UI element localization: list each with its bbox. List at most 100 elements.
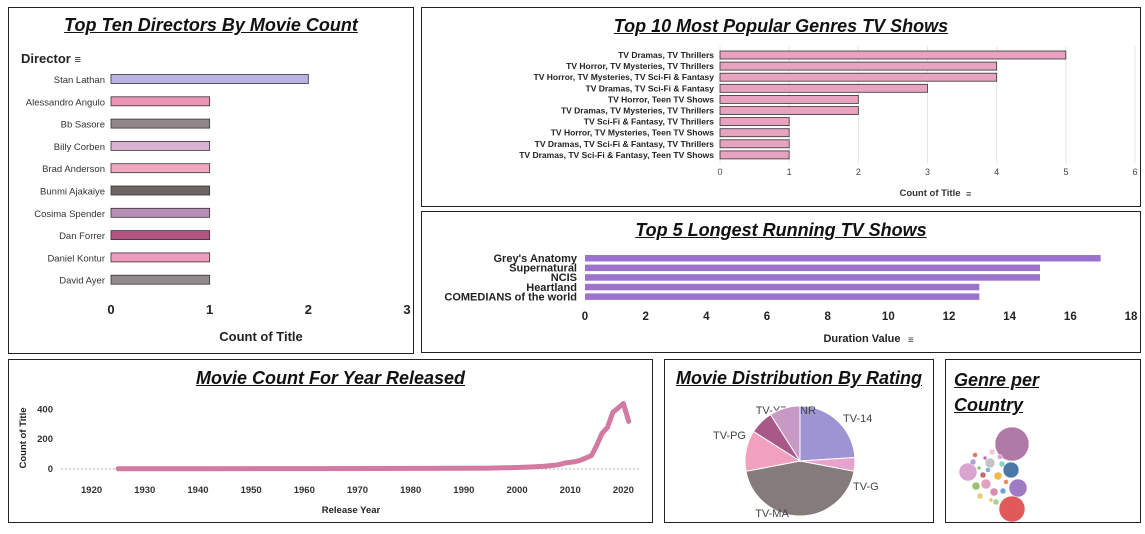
show-bar-supernatural bbox=[585, 264, 1040, 272]
show-bar-ncis bbox=[585, 274, 1040, 281]
pie-label-tv-ma: TV-MA bbox=[755, 508, 789, 520]
genre-bar-tv-dramas-tv-thrillers bbox=[719, 50, 1067, 60]
pie-slice-nr bbox=[769, 405, 801, 463]
genre-bar-tv-dramas-tv-sci-fi-fantasy-teen-tv-shows bbox=[719, 150, 790, 160]
show-bar-heartland bbox=[585, 283, 980, 291]
show-bar-grey-s-anatomy bbox=[585, 255, 1101, 262]
shows-x-tick-18: 18 bbox=[1125, 311, 1138, 323]
sort-icon[interactable]: ≡ bbox=[74, 54, 81, 66]
genre-bar-tv-horror-teen-tv-shows bbox=[719, 95, 859, 104]
director-label-alessandro-angulo: Alessandro Angulo bbox=[26, 97, 105, 108]
country-bubble-16 bbox=[976, 492, 984, 500]
director-label-billy-corben: Billy Corben bbox=[54, 142, 105, 153]
pie-label-tv-g: TV-G bbox=[853, 481, 879, 493]
years-x-tick-2000: 2000 bbox=[506, 485, 527, 496]
genre-bar-tv-dramas-tv-sci-fi-fantasy bbox=[719, 83, 928, 93]
director-label-stan-lathan: Stan Lathan bbox=[54, 75, 105, 86]
years-y-tick-0: 0 bbox=[48, 464, 53, 475]
shows-x-tick-6: 6 bbox=[764, 311, 770, 323]
directors-panel: Top Ten Directors By Movie Count Directo… bbox=[8, 7, 414, 354]
genre-label-tv-dramas-tv-mysteries-tv-thrillers: TV Dramas, TV Mysteries, TV Thrillers bbox=[561, 106, 714, 116]
country-bubble-10 bbox=[989, 487, 999, 497]
genres-sort-icon: ≡ bbox=[966, 189, 971, 199]
show-label-comedians-of-the-world: COMEDIANS of the world bbox=[444, 291, 577, 303]
years-x-tick-2010: 2010 bbox=[560, 485, 581, 496]
country-bubble-20 bbox=[997, 454, 1003, 460]
genre-bar-tv-dramas-tv-sci-fi-fantasy-tv-thrillers bbox=[719, 139, 790, 149]
genre-bar-tv-dramas-tv-mysteries-tv-thrillers bbox=[719, 106, 859, 115]
director-header: Director ≡ bbox=[21, 51, 81, 66]
genre-label-tv-dramas-tv-sci-fi-fantasy-teen-tv-shows: TV Dramas, TV Sci-Fi & Fantasy, Teen TV … bbox=[519, 150, 714, 160]
country-title: Genre per Country bbox=[954, 370, 1040, 415]
shows-x-axis-label: Duration Value bbox=[823, 333, 900, 345]
genre-bar-tv-horror-tv-mysteries-teen-tv-shows bbox=[719, 128, 790, 138]
directors-x-axis-label: Count of Title bbox=[219, 329, 303, 344]
directors-x-tick-3: 3 bbox=[403, 302, 410, 317]
years-x-tick-1980: 1980 bbox=[400, 485, 421, 496]
years-x-tick-1990: 1990 bbox=[453, 485, 474, 496]
director-bar-alessandro-angulo bbox=[110, 96, 211, 107]
country-bubble-15 bbox=[969, 458, 977, 466]
genre-bar-tv-horror-tv-mysteries-tv-sci-fi-fantasy bbox=[719, 72, 998, 82]
pie-slice-tv-ma bbox=[745, 460, 855, 517]
country-bubble-19 bbox=[985, 467, 991, 473]
country-bubble-14 bbox=[988, 448, 996, 456]
genres-x-tick-0: 0 bbox=[717, 167, 722, 177]
genres-title: Top 10 Most Popular Genres TV Shows bbox=[613, 16, 949, 36]
show-bar-comedians-of-the-world bbox=[585, 293, 980, 300]
shows-sort-icon: ≡ bbox=[908, 335, 914, 346]
pie-slice-tv-14 bbox=[799, 405, 856, 462]
years-panel: Movie Count For Year Released 0 200 400 192… bbox=[8, 359, 653, 523]
director-bar-brad-anderson bbox=[110, 163, 211, 174]
genre-label-tv-dramas-tv-sci-fi-fantasy-tv-thrillers: TV Dramas, TV Sci-Fi & Fantasy, TV Thril… bbox=[535, 139, 715, 149]
shows-x-tick-2: 2 bbox=[642, 311, 648, 323]
director-label-bb-sasore: Bb Sasore bbox=[61, 120, 105, 131]
show-label-heartland: Heartland bbox=[526, 282, 577, 294]
show-label-ncis: NCIS bbox=[551, 272, 577, 284]
years-y-axis-label: Count of Title bbox=[18, 407, 29, 468]
genre-label-tv-dramas-tv-thrillers: TV Dramas, TV Thrillers bbox=[618, 50, 714, 60]
genres-x-tick-4: 4 bbox=[994, 167, 999, 177]
years-title: Movie Count For Year Released bbox=[195, 368, 466, 388]
director-header-label: Director bbox=[21, 51, 71, 66]
shows-x-tick-0: 0 bbox=[582, 311, 588, 323]
country-bubble-7 bbox=[993, 471, 1003, 481]
directors-x-tick-2: 2 bbox=[305, 302, 312, 317]
genre-label-tv-horror-teen-tv-shows: TV Horror, Teen TV Shows bbox=[608, 94, 714, 104]
country-bubble-23 bbox=[988, 497, 994, 503]
genres-panel: Top 10 Most Popular Genres TV Shows 0 1 2 3… bbox=[421, 7, 1141, 207]
genres-x-tick-3: 3 bbox=[925, 167, 930, 177]
country-bubble-21 bbox=[972, 452, 978, 458]
years-x-tick-2020: 2020 bbox=[613, 485, 634, 496]
country-panel: Genre per Country bbox=[945, 359, 1141, 523]
genres-x-axis-label: Count of Title bbox=[899, 188, 960, 199]
country-bubble-17 bbox=[992, 498, 1000, 506]
genre-label-tv-horror-tv-mysteries-teen-tv-shows: TV Horror, TV Mysteries, Teen TV Shows bbox=[551, 128, 715, 138]
genres-x-tick-6: 6 bbox=[1132, 167, 1137, 177]
years-chart: 0 200 400 1920 1930 1940 1950 1960 1970 1980 1990 2… bbox=[18, 401, 639, 516]
director-bar-stan-lathan bbox=[110, 74, 309, 84]
director-bar-billy-corben bbox=[110, 140, 211, 151]
director-label-daniel-kontur: Daniel Kontur bbox=[47, 253, 105, 264]
shows-x-tick-16: 16 bbox=[1064, 311, 1077, 323]
country-bubble-8 bbox=[980, 478, 992, 490]
country-bubble-11 bbox=[999, 487, 1007, 495]
country-bubble-13 bbox=[998, 460, 1006, 468]
rating-title: Movie Distribution By Rating bbox=[675, 368, 922, 388]
country-bubble-3 bbox=[958, 462, 978, 482]
pie-label-tv-pg: TV-PG bbox=[713, 430, 746, 442]
pie-label-nr: NR bbox=[800, 405, 816, 417]
country-bubble-18 bbox=[1003, 479, 1009, 485]
country-bubble-1 bbox=[994, 426, 1030, 462]
show-label-grey-s-anatomy: Grey's Anatomy bbox=[493, 253, 577, 265]
directors-x-tick-0: 0 bbox=[107, 302, 114, 317]
shows-x-tick-12: 12 bbox=[943, 311, 956, 323]
shows-x-tick-14: 14 bbox=[1003, 311, 1016, 323]
director-bar-dan-forrer bbox=[110, 230, 211, 241]
genre-label-tv-horror-tv-mysteries-tv-sci-fi-fantasy: TV Horror, TV Mysteries, TV Sci-Fi & Fan… bbox=[534, 72, 715, 82]
genres-x-tick-1: 1 bbox=[787, 167, 792, 177]
years-y-tick-400: 400 bbox=[37, 404, 53, 415]
years-x-axis-label: Release Year bbox=[322, 505, 381, 516]
director-bar-bunmi-ajakaiye bbox=[110, 185, 211, 196]
